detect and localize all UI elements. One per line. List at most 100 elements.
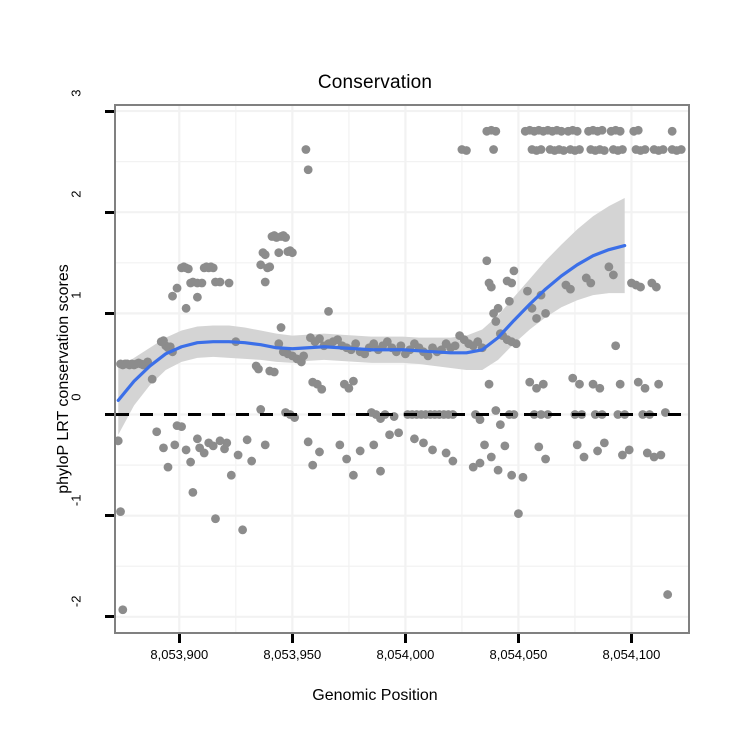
x-tick-mark <box>516 634 520 643</box>
data-point <box>303 437 313 447</box>
data-point <box>599 146 609 155</box>
data-point <box>226 470 236 480</box>
data-point <box>541 308 550 318</box>
data-point <box>308 460 318 470</box>
data-point <box>254 364 263 374</box>
data-point <box>274 339 284 349</box>
data-point <box>568 373 578 383</box>
y-tick-label: -1 <box>68 494 84 506</box>
data-point <box>532 314 541 323</box>
loess-smooth-line <box>116 243 627 402</box>
data-point <box>303 165 313 175</box>
data-point <box>186 457 196 467</box>
x-tick-mark <box>177 634 181 643</box>
data-point <box>523 286 532 296</box>
y-tick-label: -2 <box>68 595 84 607</box>
data-point <box>536 145 546 154</box>
data-point <box>317 384 327 394</box>
data-point <box>335 440 345 450</box>
data-point <box>543 410 553 419</box>
y-tick-label: 2 <box>68 190 84 198</box>
data-point <box>597 125 607 135</box>
data-point <box>116 507 125 517</box>
data-point <box>382 337 392 347</box>
x-tick-label: 8,053,900 <box>150 647 209 662</box>
data-point <box>315 447 324 457</box>
data-point <box>299 351 309 361</box>
data-point <box>541 454 550 464</box>
data-point <box>170 440 180 450</box>
data-point <box>676 145 686 154</box>
data-point <box>593 446 602 456</box>
data-point <box>376 466 385 476</box>
data-point <box>172 283 182 293</box>
data-point <box>473 337 483 347</box>
data-point <box>489 145 498 154</box>
data-point <box>588 379 598 389</box>
data-point <box>590 410 600 419</box>
data-point <box>462 146 471 155</box>
data-point <box>660 408 670 417</box>
data-point <box>274 248 284 258</box>
data-point <box>579 452 589 462</box>
data-point <box>500 441 510 451</box>
data-point <box>575 145 584 154</box>
data-point <box>613 410 623 419</box>
data-point <box>238 525 248 535</box>
data-point <box>649 452 659 462</box>
data-point <box>480 440 489 450</box>
data-point <box>256 405 266 414</box>
data-point <box>611 341 621 351</box>
data-point <box>116 436 123 446</box>
data-point <box>566 284 575 294</box>
data-point <box>536 410 546 419</box>
data-point <box>423 351 433 361</box>
data-point <box>360 349 370 359</box>
confidence-band <box>118 198 625 435</box>
data-point <box>333 335 342 345</box>
data-point <box>475 458 485 468</box>
x-tick-mark <box>290 634 294 643</box>
data-point <box>658 145 668 154</box>
data-point <box>324 306 333 316</box>
data-point <box>651 282 661 292</box>
y-tick-mark <box>105 413 114 417</box>
x-tick-label: 8,053,950 <box>263 647 322 662</box>
data-point <box>572 440 582 450</box>
data-point <box>667 126 677 136</box>
data-point <box>147 374 157 384</box>
data-point <box>595 383 605 393</box>
data-point <box>215 436 225 446</box>
data-point <box>608 270 618 280</box>
data-point <box>177 422 186 432</box>
data-point <box>152 427 162 437</box>
data-point <box>556 126 566 136</box>
y-tick-mark <box>105 210 114 214</box>
data-point <box>348 470 358 480</box>
data-point <box>256 260 266 270</box>
data-point <box>491 317 501 326</box>
data-point <box>394 428 404 438</box>
data-point <box>208 263 218 273</box>
data-point <box>208 441 218 451</box>
y-tick-mark <box>105 514 114 518</box>
data-point <box>559 146 569 155</box>
data-point <box>482 256 492 266</box>
x-axis-title: Genomic Position <box>312 687 438 704</box>
plot-canvas <box>116 106 688 632</box>
y-tick-mark <box>105 311 114 315</box>
data-point <box>640 383 650 393</box>
data-point <box>188 488 198 497</box>
data-point <box>269 367 279 377</box>
data-point <box>396 341 406 351</box>
data-point <box>344 383 354 393</box>
data-point <box>495 420 505 430</box>
data-point <box>260 277 270 287</box>
data-point <box>599 438 609 448</box>
data-point <box>624 445 634 455</box>
data-point <box>656 450 666 460</box>
data-point <box>351 339 361 349</box>
data-point <box>242 435 252 445</box>
plot-panel <box>114 104 690 634</box>
